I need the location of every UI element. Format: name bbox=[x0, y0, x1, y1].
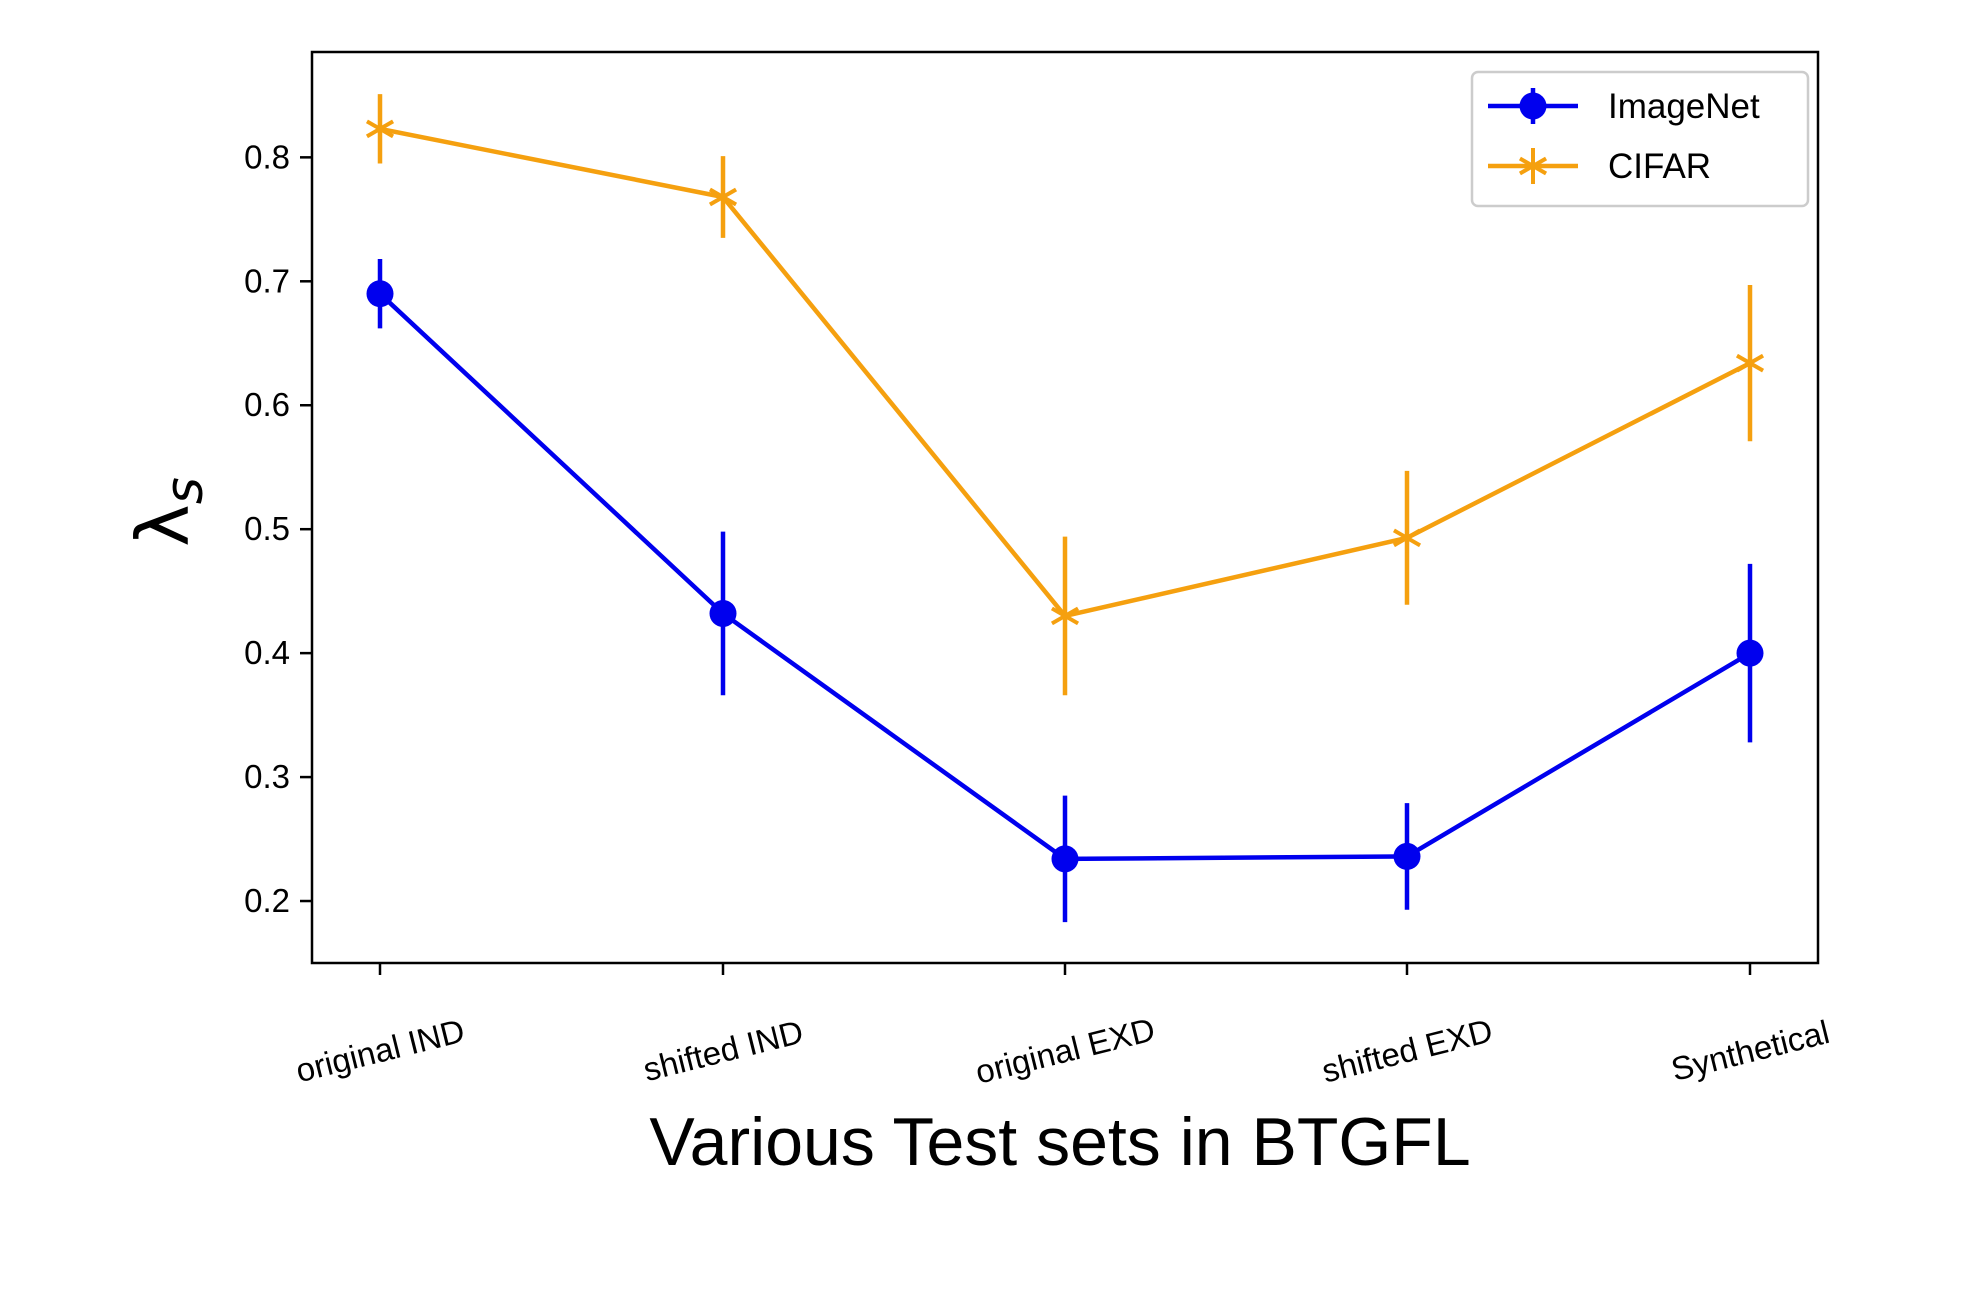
y-tick-label-1: 0.3 bbox=[244, 758, 290, 795]
y-tick-label-5: 0.7 bbox=[244, 262, 290, 299]
legend-entry-cifar: CIFAR bbox=[1488, 147, 1711, 186]
series-cifar bbox=[365, 94, 1765, 696]
y-tick-label-6: 0.8 bbox=[244, 138, 290, 175]
svg-text:λs: λs bbox=[121, 477, 215, 547]
data-point-imagenet-3 bbox=[1393, 842, 1421, 870]
data-point-cifar-0 bbox=[365, 113, 395, 144]
x-tick-label-0: original IND bbox=[292, 1012, 468, 1090]
series-layer bbox=[365, 94, 1765, 923]
x-tick-label-2: original EXD bbox=[972, 1010, 1159, 1090]
legend-entry-imagenet: ImageNet bbox=[1488, 87, 1760, 126]
data-point-cifar-4 bbox=[1735, 348, 1765, 379]
data-point-imagenet-4 bbox=[1736, 639, 1764, 667]
legend-label-imagenet: ImageNet bbox=[1608, 87, 1760, 126]
legend-marker-circle bbox=[1519, 92, 1547, 120]
x-axis-title: Various Test sets in BTGFL bbox=[649, 1104, 1470, 1180]
y-tick-label-4: 0.6 bbox=[244, 386, 290, 423]
x-tick-label-1: shifted IND bbox=[639, 1013, 806, 1088]
legend-label-cifar: CIFAR bbox=[1608, 147, 1711, 186]
legend-marker-star bbox=[1518, 148, 1548, 184]
y-axis-title-symbol: λ bbox=[121, 504, 205, 547]
data-point-cifar-2 bbox=[1050, 600, 1080, 631]
y-tick-label-0: 0.2 bbox=[244, 882, 290, 919]
data-point-imagenet-2 bbox=[1051, 845, 1079, 873]
y-tick-label-2: 0.4 bbox=[244, 634, 290, 671]
y-axis-title: λs bbox=[121, 477, 215, 547]
y-axis: 0.2 0.3 0.4 0.5 0.6 0.7 0.8 bbox=[244, 138, 312, 919]
data-point-cifar-3 bbox=[1392, 522, 1422, 553]
x-tick-label-4: Synthetical bbox=[1667, 1013, 1833, 1088]
y-tick-label-3: 0.5 bbox=[244, 510, 290, 547]
y-axis-title-subscript: s bbox=[155, 477, 215, 504]
x-tick-label-3: shifted EXD bbox=[1318, 1011, 1496, 1089]
x-axis: original IND shifted IND original EXD shift… bbox=[292, 963, 1833, 1091]
data-point-cifar-1 bbox=[708, 182, 738, 213]
legend: ImageNet CIFAR bbox=[1470, 70, 1810, 208]
series-imagenet bbox=[366, 258, 1764, 923]
data-point-imagenet-1 bbox=[709, 599, 737, 627]
data-point-imagenet-0 bbox=[366, 280, 394, 308]
